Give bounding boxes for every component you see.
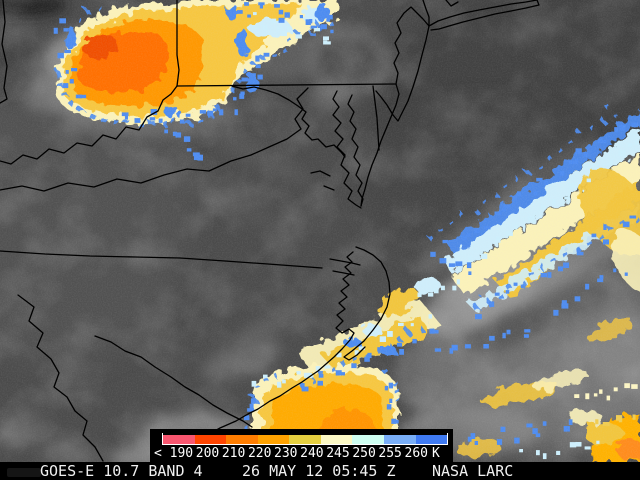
- temperature-colorbar: < 190 200 210 220 230 240 245 250 255 26…: [150, 429, 453, 462]
- colorbar-label: 255: [378, 446, 402, 461]
- colorbar-segment: [320, 435, 353, 444]
- state-borders: [0, 0, 540, 462]
- colorbar-axis-line: [162, 444, 448, 445]
- border-tn-nc-ga: [17, 294, 104, 462]
- coast-carolina: [167, 251, 355, 462]
- border-delaware-west: [372, 85, 380, 151]
- statusbar-product-label: GOES-E 10.7 BAND 4: [40, 462, 203, 480]
- coast-outer-banks: [343, 246, 391, 361]
- colorbar-segment: [383, 435, 416, 444]
- colorbar-segment: [226, 435, 258, 444]
- colorbar-label: 220: [247, 446, 272, 461]
- border-hudson: [422, 0, 430, 27]
- status-bar: GOES-E 10.7 BAND 4 26 MAY 12 05:45 Z NAS…: [0, 462, 640, 480]
- colorbar-segment: [415, 435, 448, 444]
- statusbar-artifact: [7, 468, 41, 477]
- colorbar-segment: [194, 435, 227, 444]
- coast-chesapeake-west: [332, 90, 362, 209]
- statusbar-timestamp: 26 MAY 12 05:45 Z: [242, 462, 396, 480]
- satellite-grain-texture: [0, 0, 640, 462]
- border-oh-pa: [176, 0, 180, 87]
- border-potomac: [231, 85, 346, 158]
- colorbar-labels: < 190 200 210 220 230 240 245 250 255 26…: [154, 446, 428, 461]
- colorbar-label: 245: [326, 446, 350, 461]
- colorbar-label: 260: [404, 446, 428, 461]
- border-nc-sc: [94, 335, 253, 428]
- colorbar-segment: [163, 435, 195, 444]
- colorbar-segment: [352, 435, 384, 444]
- border-mason-dixon: [176, 83, 397, 87]
- border-wv-va: [0, 87, 309, 192]
- colorbar-unit: K: [432, 446, 440, 461]
- border-ohio-river: [0, 85, 178, 165]
- colorbar-segment: [257, 435, 290, 444]
- colorbar-segment: [289, 435, 321, 444]
- satellite-map-image: [0, 0, 640, 462]
- rivers-virginia: [310, 170, 335, 191]
- colorbar-tick-right: [447, 433, 448, 445]
- colorbar-label: 200: [195, 446, 220, 461]
- coast-chesapeake-east: [347, 94, 364, 207]
- statusbar-credit: NASA LARC: [432, 462, 514, 480]
- coast-connecticut: [445, 0, 459, 7]
- colorbar-label: 210: [221, 446, 246, 461]
- colorbar-tick-left: [162, 433, 163, 445]
- colorbar-label: 250: [352, 446, 376, 461]
- coast-albemarle-sound: [329, 258, 361, 276]
- border-va-nc: [0, 250, 323, 269]
- border-ohio-west: [0, 0, 8, 104]
- coast-long-island: [428, 0, 540, 31]
- colorbar-gradient: [163, 435, 448, 444]
- colorbar-label: < 190: [154, 446, 194, 461]
- colorbar-label: 240: [300, 446, 324, 461]
- colorbar-label: 230: [274, 446, 298, 461]
